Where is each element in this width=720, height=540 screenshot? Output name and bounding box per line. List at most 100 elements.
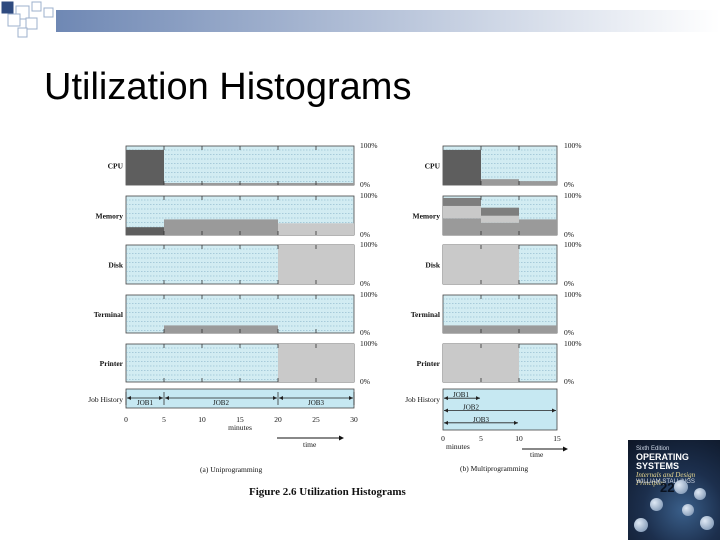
time-arrowhead (563, 446, 568, 452)
x-tick-label: 25 (312, 415, 320, 424)
job-span-arrowhead (444, 408, 448, 413)
row-label: CPU (425, 162, 441, 171)
percent-label-bottom: 0% (564, 377, 574, 386)
header-gradient-bar (56, 10, 720, 32)
row-label: Terminal (411, 310, 440, 319)
book-cover-image: Sixth Edition OPERATING SYSTEMS Internal… (628, 440, 720, 540)
percent-label-top: 100% (360, 339, 378, 348)
book-subtitle: Internals and Design Principles (636, 471, 696, 487)
panel-subtitle: (b) Multiprogramming (460, 464, 528, 473)
utilization-bar (443, 197, 481, 206)
percent-label-top: 100% (564, 290, 582, 299)
job-span-arrowhead (165, 396, 169, 400)
cover-bubble (650, 498, 663, 511)
x-axis-label: minutes (228, 423, 252, 432)
corner-square (7, 13, 21, 27)
corner-square (17, 27, 28, 38)
job-span-arrowhead (444, 420, 448, 425)
histogram-panel-multiprogramming: CPU100%0%Memory100%0%Disk100%0%Terminal1… (405, 141, 581, 473)
job-name-label: JOB3 (473, 416, 489, 424)
time-arrow-label: time (303, 440, 317, 449)
percent-label-top: 100% (360, 141, 378, 150)
utilization-bar (164, 325, 278, 333)
corner-squares-decoration (1, 1, 720, 38)
percent-label-top: 100% (360, 191, 378, 200)
utilization-bar (278, 344, 354, 382)
percent-label-top: 100% (360, 240, 378, 249)
job-name-label: JOB1 (453, 391, 469, 399)
row-label: Memory (96, 212, 124, 221)
book-series: Sixth Edition (636, 446, 670, 452)
row-label: Disk (425, 261, 440, 270)
cover-bubble (634, 518, 648, 532)
x-tick-label: 5 (162, 415, 166, 424)
utilization-bar (443, 344, 519, 382)
job-name-label: JOB3 (308, 399, 324, 407)
utilization-bar (443, 245, 519, 284)
slide-title: Utilization Histograms (44, 66, 412, 108)
job-span-arrowhead (514, 420, 518, 425)
figure-caption: Figure 2.6 Utilization Histograms (249, 486, 407, 498)
x-tick-label: 0 (441, 434, 445, 443)
percent-label-bottom: 0% (564, 279, 574, 288)
x-tick-label: 15 (236, 415, 244, 424)
percent-label-bottom: 0% (360, 377, 370, 386)
job-span-arrowhead (552, 408, 556, 413)
row-label: CPU (108, 162, 124, 171)
utilization-bar (481, 222, 519, 235)
job-span-arrowhead (127, 396, 131, 400)
job-span-arrowhead (279, 396, 283, 400)
book-title: OPERATING SYSTEMS (636, 452, 689, 471)
x-tick-label: 0 (124, 415, 128, 424)
row-label: Terminal (94, 310, 123, 319)
cover-bubble (682, 504, 694, 516)
utilization-bar (278, 223, 354, 235)
percent-label-top: 100% (564, 141, 582, 150)
job-span-arrowhead (273, 396, 277, 400)
x-axis-label: minutes (446, 442, 470, 451)
row-label: Memory (413, 212, 441, 221)
utilization-bar (481, 179, 519, 185)
percent-label-bottom: 0% (564, 180, 574, 189)
x-tick-label: 20 (274, 415, 282, 424)
job-name-label: JOB2 (213, 399, 229, 407)
book-author: WILLIAM STALLINGS (636, 479, 695, 485)
percent-label-bottom: 0% (360, 279, 370, 288)
x-tick-label: 5 (479, 434, 483, 443)
percent-label-bottom: 0% (360, 230, 370, 239)
percent-label-top: 100% (360, 290, 378, 299)
utilization-bar (164, 183, 354, 185)
utilization-bar (278, 245, 354, 284)
job-name-label: JOB2 (463, 404, 479, 412)
cover-bubble (700, 516, 714, 530)
corner-square (1, 1, 14, 14)
x-tick-label: 10 (515, 434, 523, 443)
histogram-panel-uniprogramming: CPU100%0%Memory100%0%Disk100%0%Terminal1… (88, 141, 377, 474)
cover-bubble (674, 480, 688, 494)
job-span-arrowhead (159, 396, 163, 400)
time-arrowhead (339, 435, 344, 441)
job-history-label: Job History (88, 395, 123, 404)
utilization-bar (443, 149, 481, 185)
percent-label-top: 100% (564, 240, 582, 249)
utilization-bar (126, 227, 164, 235)
utilization-bar (519, 181, 557, 185)
x-tick-label: 10 (198, 415, 206, 424)
utilization-bar (443, 325, 557, 333)
corner-square (25, 17, 38, 30)
percent-label-top: 100% (564, 191, 582, 200)
percent-label-bottom: 0% (564, 230, 574, 239)
corner-square (43, 7, 54, 18)
page-number: 22 (660, 480, 675, 495)
row-label: Printer (100, 359, 124, 368)
percent-label-bottom: 0% (564, 328, 574, 337)
cover-bubble (694, 488, 706, 500)
x-tick-label: 30 (350, 415, 358, 424)
utilization-bar (481, 207, 519, 216)
job-history-label: Job History (405, 395, 440, 404)
job-span-arrowhead (476, 396, 480, 401)
row-label: Printer (417, 359, 441, 368)
utilization-bar (164, 219, 278, 235)
job-span-arrowhead (349, 396, 353, 400)
